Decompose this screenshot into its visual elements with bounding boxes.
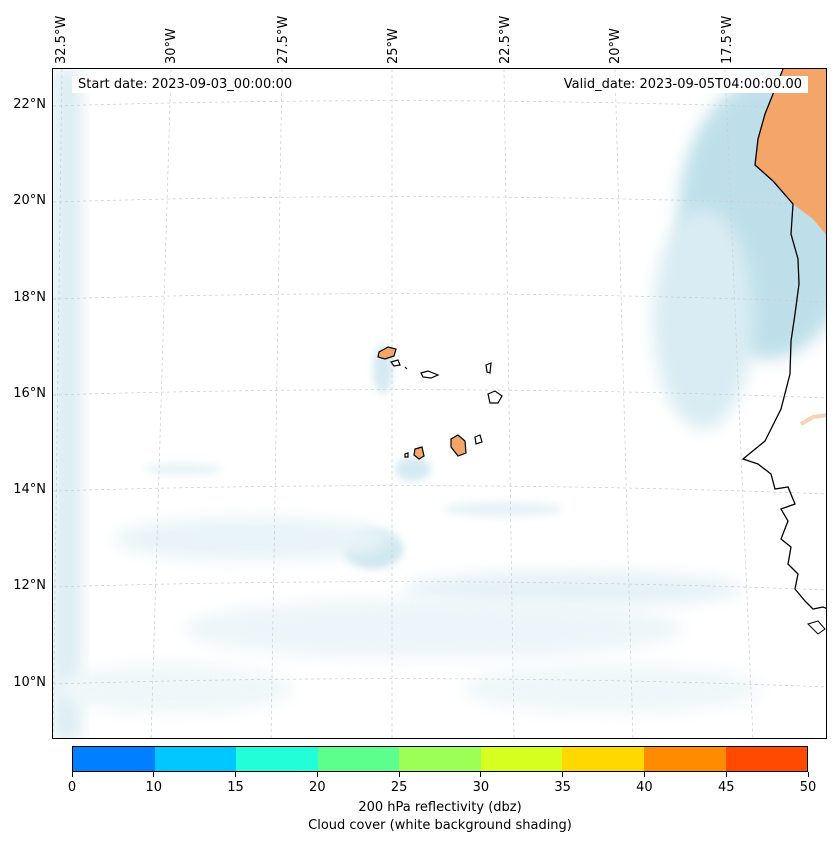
lat-label-16n: 16°N [13, 386, 46, 401]
map-panel [52, 68, 827, 739]
graticule [53, 69, 826, 738]
colorbar-segment [399, 747, 481, 771]
colorbar-segment [154, 747, 237, 771]
colorbar-segment [73, 747, 155, 771]
colorbar-tick [235, 772, 237, 777]
colorbar-tick [643, 772, 645, 777]
valid-date-label: Valid_date: 2023-09-05T04:00:00.00 [557, 76, 808, 93]
lat-label-18n: 18°N [13, 290, 46, 305]
colorbar-title: 200 hPa reflectivity (dbz) [358, 800, 522, 815]
map-canvas [53, 69, 826, 738]
colorbar-segment [480, 747, 563, 771]
colorbar-segment [562, 747, 644, 771]
africa-coastline [741, 69, 826, 635]
colorbar-tick [153, 772, 155, 777]
lon-label-20w: 20°W [608, 28, 623, 64]
colorbar-tick [316, 772, 318, 777]
colorbar-tick [807, 772, 809, 777]
reflectivity-colorbar [72, 746, 808, 772]
colorbar-segment [643, 747, 726, 771]
colorbar-tick [725, 772, 727, 777]
colorbar-tick-label: 10 [145, 780, 163, 795]
colorbar-tick-label: 40 [636, 780, 653, 795]
colorbar-tick-label: 15 [227, 780, 244, 795]
cloud-cover-shading [53, 69, 826, 738]
lon-label-32-5w: 32.5°W [54, 15, 69, 64]
colorbar-tick [480, 772, 482, 777]
colorbar-tick-label: 20 [309, 780, 326, 795]
lon-label-27-5w: 27.5°W [276, 15, 291, 64]
colorbar-tick [71, 772, 73, 777]
start-date-label: Start date: 2023-09-03_00:00:00 [72, 76, 299, 93]
lat-label-14n: 14°N [13, 482, 46, 497]
colorbar-tick-label: 30 [472, 780, 490, 795]
lat-label-22n: 22°N [13, 97, 46, 112]
colorbar-tick [562, 772, 564, 777]
colorbar-subtitle: Cloud cover (white background shading) [308, 818, 572, 833]
colorbar-segment [725, 747, 808, 771]
colorbar-segment [236, 747, 318, 771]
colorbar-tick-label: 35 [554, 780, 571, 795]
colorbar-segment [317, 747, 400, 771]
lat-label-12n: 12°N [13, 578, 46, 593]
lon-label-22-5w: 22.5°W [498, 15, 513, 64]
colorbar-tick-label: 50 [799, 780, 817, 795]
lon-label-17-5w: 17.5°W [720, 15, 735, 64]
colorbar-tick-label: 25 [390, 780, 408, 795]
lat-label-10n: 10°N [13, 675, 46, 690]
lat-label-20n: 20°N [13, 193, 46, 208]
colorbar-tick-label: 45 [717, 780, 735, 795]
colorbar-tick-label: 0 [67, 780, 77, 795]
lon-label-25w: 25°W [386, 28, 401, 64]
colorbar-tick [398, 772, 400, 777]
lon-label-30w: 30°W [164, 28, 179, 64]
cape-verde-islands [377, 346, 503, 460]
